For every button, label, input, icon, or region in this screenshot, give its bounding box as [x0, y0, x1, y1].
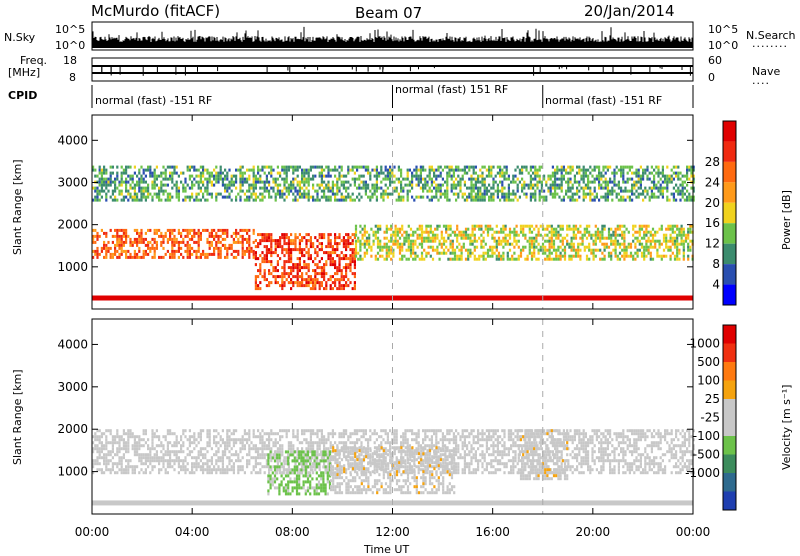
- power-panel-ytick-label-0: 1000: [57, 260, 88, 274]
- velocity-panel-colorbar-tick-3: 25: [705, 392, 720, 406]
- xtick-label-1: 04:00: [175, 525, 210, 539]
- power-panel-ytick-label-2: 3000: [57, 175, 88, 189]
- velocity-panel-colorbar-segment: [723, 455, 736, 474]
- velocity-panel-colorbar-segment: [723, 436, 736, 455]
- freq-glitches: [102, 66, 691, 76]
- power-panel-colorbar-segment: [723, 121, 736, 141]
- velocity-panel-ytick-label-3: 4000: [57, 337, 88, 351]
- power-panel-ytick-label-1: 2000: [57, 218, 88, 232]
- velocity-panel-ytick-label-1: 2000: [57, 422, 88, 436]
- xtick-label-3: 12:00: [375, 525, 410, 539]
- power-panel-colorbar-segment: [723, 141, 736, 161]
- power-panel-colorbar-tick-3: 16: [705, 216, 720, 230]
- xtick-label-2: 08:00: [275, 525, 310, 539]
- velocity-panel-ytick-label-2: 3000: [57, 380, 88, 394]
- power-panel-colorbar-segment: [723, 162, 736, 182]
- power-panel-colorbar-tick-1: 8: [712, 257, 720, 271]
- velocity-panel-colorbar-segment: [723, 381, 736, 400]
- power-panel-colorbar-segment: [723, 244, 736, 264]
- power-panel-colorbar-segment: [723, 223, 736, 243]
- power-panel-colorbar-segment: [723, 203, 736, 223]
- velocity-panel-colorbar-tick-7: -1000: [685, 466, 720, 480]
- velocity-panel-colorbar-tick-5: -100: [693, 429, 720, 443]
- noise-trace: [92, 27, 693, 48]
- velocity-panel-colorbar-segment: [723, 492, 736, 511]
- velocity-panel-colorbar-segment: [723, 362, 736, 381]
- power-panel-colorbar-segment: [723, 182, 736, 202]
- velocity-panel-colorbar-segment: [723, 399, 736, 418]
- velocity-panel-colorbar-segment: [723, 418, 736, 437]
- xtick-label-5: 20:00: [576, 525, 611, 539]
- velocity-panel-colorbar-segment: [723, 325, 736, 344]
- power-panel-colorbar-tick-4: 20: [705, 196, 720, 210]
- velocity-panel-colorbar-tick-4: -25: [700, 411, 720, 425]
- power-panel-colorbar-segment: [723, 285, 736, 305]
- xtick-label-0: 00:00: [75, 525, 110, 539]
- velocity-panel-colorbar-tick-6: -500: [693, 448, 720, 462]
- velocity-panel-colorbar-tick-2: 100: [697, 374, 720, 388]
- velocity-panel-colorbar-tick-0: 1000: [689, 337, 720, 351]
- power-panel-colorbar-tick-5: 24: [705, 175, 720, 189]
- power-panel-colorbar-tick-0: 4: [712, 278, 720, 292]
- velocity-panel-colorbar-segment: [723, 473, 736, 492]
- xtick-label-4: 16:00: [475, 525, 510, 539]
- xtick-label-6: 00:00: [676, 525, 711, 539]
- velocity-panel-ytick-label-0: 1000: [57, 465, 88, 479]
- velocity-panel-colorbar-segment: [723, 344, 736, 363]
- power-panel-ytick-label-3: 4000: [57, 133, 88, 147]
- power-panel-colorbar-tick-6: 28: [705, 155, 720, 169]
- velocity-panel-colorbar-tick-1: 500: [697, 355, 720, 369]
- power-panel-colorbar-tick-2: 12: [705, 237, 720, 251]
- power-panel-colorbar-segment: [723, 264, 736, 284]
